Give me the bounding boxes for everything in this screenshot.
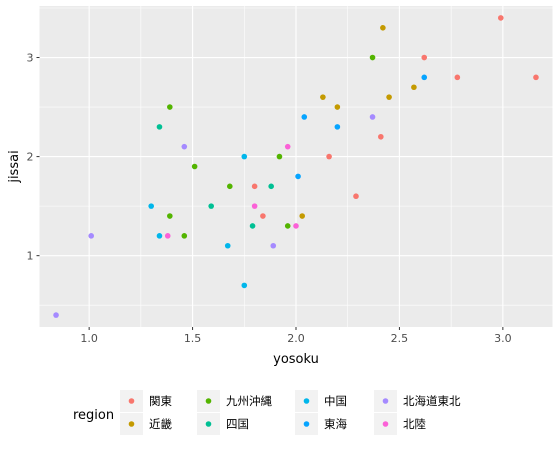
data-points xyxy=(53,15,539,318)
legend-key-dot xyxy=(303,421,310,427)
legend-key-dot xyxy=(382,421,389,427)
data-point xyxy=(380,24,386,31)
data-point xyxy=(191,163,198,170)
data-point xyxy=(369,114,376,120)
data-point xyxy=(181,233,188,239)
x-axis-title: yosoku xyxy=(273,352,319,367)
data-point xyxy=(241,153,248,160)
legend-key-dot xyxy=(128,421,135,427)
data-point xyxy=(167,213,173,219)
y-axis-title: jissai xyxy=(7,150,22,183)
legend-label: 近畿 xyxy=(149,417,172,431)
x-tick-label: 3.0 xyxy=(494,332,512,345)
legend-key-dot xyxy=(205,398,212,404)
legend-label: 北海道東北 xyxy=(403,394,461,408)
x-tick-label: 2.0 xyxy=(287,332,305,345)
legend-label: 九州沖縄 xyxy=(226,394,272,408)
data-point xyxy=(378,133,384,140)
data-point xyxy=(227,183,233,190)
data-point xyxy=(421,74,428,81)
legend-label: 中国 xyxy=(324,394,347,408)
y-axis-ticks: 1 2 3 xyxy=(27,52,40,263)
data-point xyxy=(270,242,277,249)
legend-label: 四国 xyxy=(226,417,249,431)
data-point xyxy=(334,124,341,130)
data-point xyxy=(411,84,417,91)
x-axis-ticks: 1.0 1.5 2.0 2.5 3.0 xyxy=(80,327,512,345)
y-tick-label: 3 xyxy=(27,52,34,65)
legend-key-dot xyxy=(303,398,310,404)
y-tick-label: 1 xyxy=(27,250,34,263)
data-point xyxy=(284,223,291,229)
data-point xyxy=(148,203,155,209)
data-point xyxy=(497,15,504,21)
data-point xyxy=(167,104,173,110)
data-point xyxy=(53,312,59,318)
data-point xyxy=(299,213,306,219)
data-point xyxy=(260,213,266,219)
data-point xyxy=(334,104,341,110)
data-point xyxy=(251,203,258,209)
x-tick-label: 1.0 xyxy=(80,332,98,345)
legend-key-dot xyxy=(205,421,212,427)
data-point xyxy=(241,282,248,289)
data-point xyxy=(301,114,308,120)
data-point xyxy=(533,74,539,81)
data-point xyxy=(224,242,231,249)
data-point xyxy=(156,124,163,130)
data-point xyxy=(421,54,428,61)
data-point xyxy=(156,233,163,239)
legend-label: 関東 xyxy=(149,394,172,408)
data-point xyxy=(454,74,461,81)
data-point xyxy=(293,223,299,229)
y-tick-label: 2 xyxy=(27,151,34,164)
data-point xyxy=(326,153,332,160)
legend-key-dot xyxy=(382,398,389,404)
legend-label: 東海 xyxy=(324,417,347,431)
legend-label: 北陸 xyxy=(403,417,426,431)
data-point xyxy=(320,94,326,100)
data-point xyxy=(251,183,258,190)
legend-title: region xyxy=(73,408,114,423)
x-tick-label: 1.5 xyxy=(184,332,202,345)
data-point xyxy=(208,203,214,209)
data-point xyxy=(249,223,256,229)
data-point xyxy=(181,143,188,150)
legend-key-dot xyxy=(128,398,135,404)
data-point xyxy=(295,173,301,180)
data-point xyxy=(268,183,274,190)
data-point xyxy=(88,233,95,239)
data-point xyxy=(369,54,376,61)
data-point xyxy=(284,143,291,150)
x-tick-label: 2.5 xyxy=(391,332,409,345)
data-point xyxy=(386,94,392,100)
data-point xyxy=(353,193,359,200)
data-point xyxy=(276,153,283,160)
data-point xyxy=(164,233,171,239)
